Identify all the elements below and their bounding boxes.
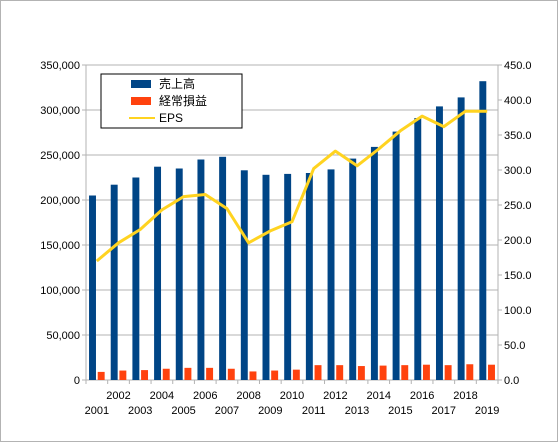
x-tick-label: 2017	[432, 405, 456, 417]
x-tick-label: 2007	[215, 405, 239, 417]
y-right-tick-label: 250.0	[504, 200, 532, 212]
x-tick-label: 2018	[453, 390, 477, 402]
x-tick-label: 2016	[410, 390, 434, 402]
bar-ordinary-income	[184, 367, 192, 380]
bar-sales	[349, 158, 357, 380]
legend-label-2: EPS	[159, 111, 183, 125]
y-right-tick-label: 200.0	[504, 235, 532, 247]
y-left-tick-label: 100,000	[40, 285, 80, 297]
bar-sales	[284, 173, 292, 380]
y-right-tick-label: 50.0	[504, 340, 525, 352]
bar-ordinary-income	[97, 371, 105, 380]
y-left-tick-label: 250,000	[40, 150, 80, 162]
bar-sales	[175, 168, 183, 380]
bar-sales	[197, 159, 205, 380]
bar-ordinary-income	[336, 365, 344, 380]
bar-ordinary-income	[162, 368, 170, 380]
y-right-tick-label: 400.0	[504, 95, 532, 107]
bar-ordinary-income	[466, 364, 474, 380]
bar-ordinary-income	[422, 364, 430, 380]
bar-sales	[327, 169, 335, 380]
bar-sales	[110, 184, 118, 380]
legend-box	[100, 73, 243, 129]
bar-ordinary-income	[271, 370, 279, 380]
bar-sales	[435, 106, 443, 381]
legend-label-0: 売上高	[159, 76, 195, 91]
y-left-tick-label: 50,000	[46, 330, 80, 342]
bar-ordinary-income	[227, 368, 235, 380]
x-tick-label: 2019	[475, 405, 499, 417]
legend-label-1: 経常損益	[159, 93, 207, 108]
y-left-tick-label: 350,000	[40, 60, 80, 72]
bar-sales	[89, 195, 96, 380]
bar-ordinary-income	[357, 366, 365, 380]
bar-ordinary-income	[379, 365, 387, 380]
x-tick-label: 2002	[106, 390, 130, 402]
x-tick-label: 2001	[85, 405, 109, 417]
y-right-tick-label: 100.0	[504, 305, 532, 317]
bar-sales	[479, 81, 487, 380]
bar-ordinary-income	[488, 364, 495, 380]
x-tick-label: 2008	[236, 390, 260, 402]
x-tick-label: 2013	[345, 405, 369, 417]
bar-sales	[414, 118, 422, 380]
bar-sales	[240, 170, 248, 380]
y-right-tick-label: 150.0	[504, 270, 532, 282]
y-left-tick-label: 0	[74, 375, 80, 387]
bar-ordinary-income	[292, 369, 300, 380]
x-tick-label: 2005	[171, 405, 195, 417]
x-tick-label: 2003	[128, 405, 152, 417]
x-tick-label: 2006	[193, 390, 217, 402]
bar-sales	[370, 146, 378, 380]
x-tick-label: 2014	[366, 390, 390, 402]
y-right-tick-label: 350.0	[504, 130, 532, 142]
y-right-tick-label: 0.0	[504, 375, 519, 387]
bar-sales	[132, 177, 140, 380]
bar-ordinary-income	[249, 371, 257, 380]
bar-sales	[262, 174, 270, 380]
bar-ordinary-income	[401, 365, 409, 380]
x-tick-label: 2004	[150, 390, 174, 402]
bar-sales	[392, 131, 400, 380]
y-left-tick-label: 200,000	[40, 195, 80, 207]
bar-ordinary-income	[206, 367, 214, 380]
bar-ordinary-income	[141, 370, 149, 380]
legend-swatch-0	[131, 80, 151, 88]
x-tick-label: 2010	[280, 390, 304, 402]
bar-sales	[219, 156, 227, 380]
bar-ordinary-income	[314, 365, 322, 380]
y-left-tick-label: 150,000	[40, 240, 80, 252]
bar-ordinary-income	[444, 365, 452, 380]
x-tick-label: 2011	[302, 405, 326, 417]
bar-sales	[457, 97, 465, 381]
legend-swatch-1	[131, 97, 151, 105]
y-right-tick-label: 450.0	[504, 60, 532, 72]
bar-sales	[154, 166, 162, 380]
x-tick-label: 2009	[258, 405, 282, 417]
x-tick-label: 2012	[323, 390, 347, 402]
bar-ordinary-income	[119, 370, 127, 380]
bar-sales	[305, 173, 313, 380]
y-left-tick-label: 300,000	[40, 105, 80, 117]
y-right-tick-label: 300.0	[504, 165, 532, 177]
x-tick-label: 2015	[388, 405, 412, 417]
